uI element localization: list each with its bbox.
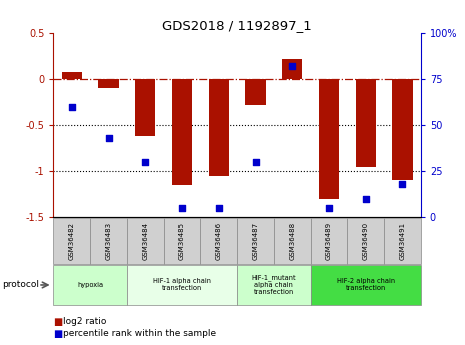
Point: [105, 135, 113, 141]
Bar: [90, 218, 127, 264]
Bar: [99, 79, 119, 88]
Point: [141, 159, 149, 165]
Bar: [356, 79, 376, 167]
Text: GSM36485: GSM36485: [179, 222, 185, 260]
Bar: [274, 218, 311, 264]
Bar: [347, 218, 384, 264]
Bar: [246, 79, 266, 105]
Bar: [209, 79, 229, 176]
Text: GSM36488: GSM36488: [289, 222, 295, 260]
Point: [326, 205, 333, 211]
Title: GDS2018 / 1192897_1: GDS2018 / 1192897_1: [162, 19, 312, 32]
Text: HIF-2 alpha chain
transfection: HIF-2 alpha chain transfection: [337, 278, 395, 292]
Point: [288, 63, 296, 69]
Bar: [237, 265, 311, 305]
Point: [68, 104, 75, 109]
Text: GSM36484: GSM36484: [142, 222, 148, 260]
Bar: [62, 71, 82, 79]
Text: GSM36487: GSM36487: [252, 222, 259, 260]
Point: [399, 181, 406, 187]
Bar: [135, 79, 155, 136]
Text: GSM36482: GSM36482: [69, 222, 75, 260]
Text: hypoxia: hypoxia: [77, 282, 103, 288]
Text: GSM36483: GSM36483: [106, 222, 112, 260]
Text: HIF-1 alpha chain
transfection: HIF-1 alpha chain transfection: [153, 278, 211, 292]
Bar: [384, 218, 421, 264]
Text: GSM36490: GSM36490: [363, 222, 369, 260]
Bar: [53, 265, 127, 305]
Bar: [127, 218, 164, 264]
Bar: [282, 59, 302, 79]
Point: [178, 205, 186, 211]
Bar: [172, 79, 192, 185]
Bar: [392, 79, 412, 180]
Text: GSM36486: GSM36486: [216, 222, 222, 260]
Text: log2 ratio: log2 ratio: [63, 317, 106, 326]
Bar: [311, 265, 421, 305]
Text: HIF-1_mutant
alpha chain
transfection: HIF-1_mutant alpha chain transfection: [252, 275, 296, 295]
Bar: [127, 265, 237, 305]
Bar: [311, 218, 347, 264]
Text: protocol: protocol: [2, 280, 40, 289]
Text: GSM36491: GSM36491: [399, 222, 405, 260]
Bar: [319, 79, 339, 199]
Text: percentile rank within the sample: percentile rank within the sample: [63, 329, 216, 338]
Point: [362, 196, 369, 201]
Bar: [200, 218, 237, 264]
Bar: [237, 218, 274, 264]
Text: ■: ■: [53, 329, 63, 339]
Bar: [164, 218, 200, 264]
Text: GSM36489: GSM36489: [326, 222, 332, 260]
Bar: [53, 218, 90, 264]
Text: ■: ■: [53, 317, 63, 326]
Point: [252, 159, 259, 165]
Point: [215, 205, 222, 211]
